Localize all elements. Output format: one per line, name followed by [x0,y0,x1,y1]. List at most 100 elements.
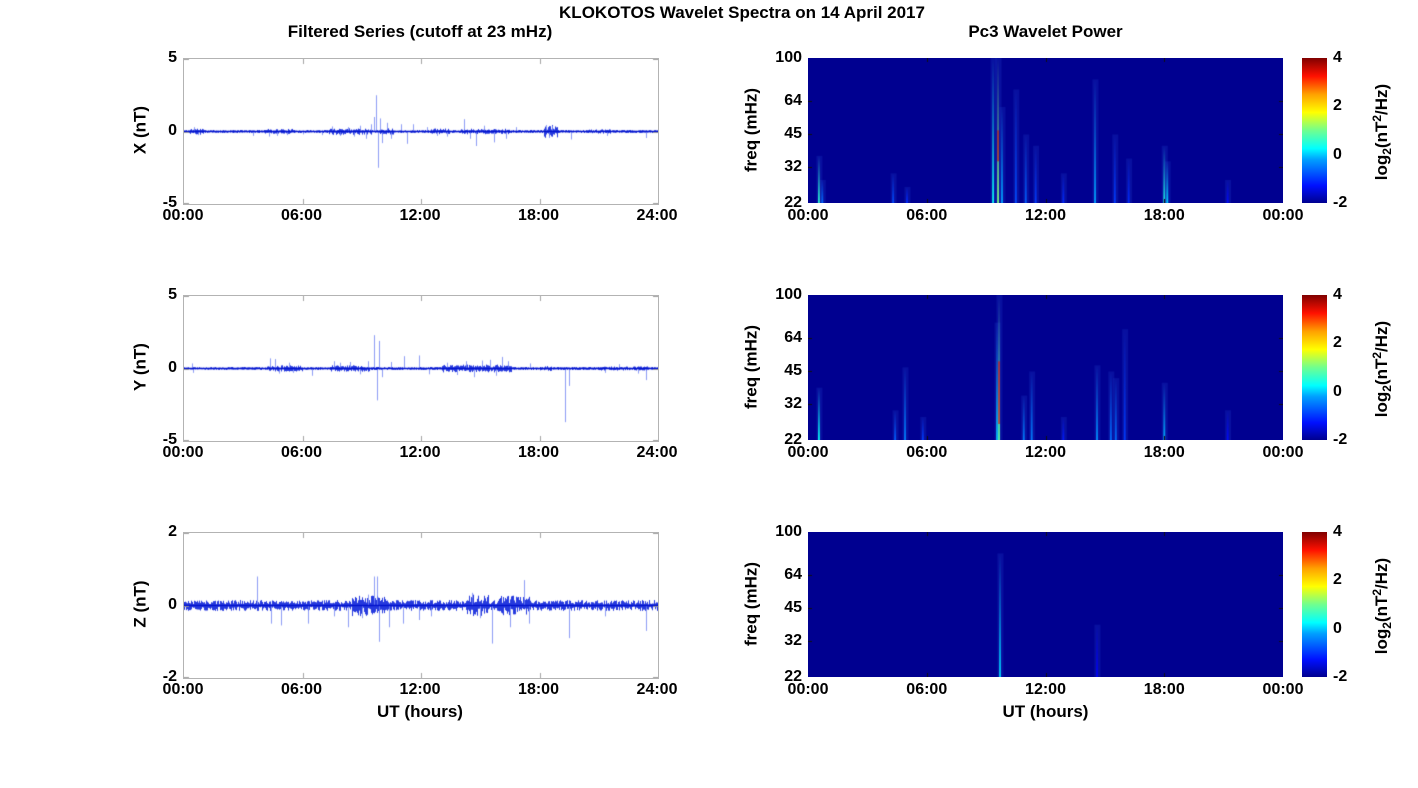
colorbar-label-text: /Hz) [1372,320,1391,352]
x-axis-ticks-y-series: 00:00 06:00 12:00 18:00 24:00 [163,444,678,464]
y-tick-label: 45 [784,362,802,380]
colorbar-tick-label: 2 [1333,334,1342,352]
x-tick-label: 06:00 [281,681,322,698]
colorbar-label-subscript: 2 [1380,385,1394,392]
colorbar-label-row2: log2(nT2/Hz) [1370,284,1394,454]
y-tick-label: -2 [162,668,177,685]
y-tick-label: 45 [784,599,802,617]
freq-axis-ticks-y-wavelet: 100 64 45 32 22 [745,286,802,448]
x-series-panel [183,58,659,205]
y-tick-label: 22 [784,431,802,448]
colorbar-ticks-row1: 4 2 0 -2 [1333,49,1363,211]
colorbar-tick-label: 4 [1333,286,1342,303]
colorbar-tick-label: -2 [1333,431,1348,448]
y-series-panel [183,295,659,442]
x-tick-label: 00:00 [787,681,829,698]
x-tick-label: 00:00 [162,207,204,224]
freq-axis-ticks-x-wavelet: 100 64 45 32 22 [745,49,802,211]
main-title: KLOKOTOS Wavelet Spectra on 14 April 201… [559,3,925,22]
colorbar-label-text: log [1372,391,1391,418]
x-tick-label: 06:00 [281,444,322,461]
colorbar-label-text: /Hz) [1372,557,1391,589]
x-axis-ticks-z-wavelet: 00:00 06:00 12:00 18:00 00:00 [788,681,1304,701]
y-tick-label: 0 [168,358,177,376]
x-tick-label: 24:00 [636,207,678,224]
y-tick-label: 0 [168,595,177,613]
x-tick-label: 24:00 [636,444,678,461]
x-tick-label: 18:00 [1143,444,1185,461]
y-tick-label: 5 [168,286,177,303]
x-tick-label: 00:00 [787,207,829,224]
y-tick-label: 64 [784,565,802,583]
colorbar-tick-label: 4 [1333,49,1342,66]
x-tick-label: 12:00 [1025,207,1066,224]
colorbar-tick-label: -2 [1333,194,1348,211]
x-tick-label: 12:00 [399,444,441,461]
colorbar-tick-label: 2 [1333,571,1342,589]
colorbar-label-superscript: 2 [1370,588,1384,596]
x-tick-label: 00:00 [162,444,204,461]
x-tick-label: 00:00 [1262,681,1304,698]
y-tick-label: 22 [784,194,802,211]
x-tick-label: 06:00 [906,207,948,224]
x-tick-label: 00:00 [1262,444,1304,461]
colorbar-tick-label: 0 [1333,382,1342,400]
x-tick-label: 24:00 [636,681,678,698]
colorbar-tick-label: 0 [1333,145,1342,163]
colorbar-tick-label: 0 [1333,619,1342,637]
x-tick-label: 00:00 [1262,207,1304,224]
colorbar-tick-label: -2 [1333,668,1348,685]
y-wavelet-panel [808,295,1283,440]
y-tick-label: 0 [168,121,177,139]
colorbar-label-superscript: 2 [1370,351,1384,359]
colorbar-row1 [1302,58,1327,203]
x-axis-label-right: UT (hours) [1002,702,1089,721]
x-axis-ticks-z-series: 00:00 06:00 12:00 18:00 24:00 [163,681,678,701]
colorbar-label-superscript: 2 [1370,114,1384,122]
x-axis-ticks-x-wavelet: 00:00 06:00 12:00 18:00 00:00 [788,207,1304,227]
y-tick-label: 2 [168,523,177,540]
x-tick-label: 00:00 [162,681,204,698]
y-wavelet-spectrogram-canvas [808,295,1283,440]
x-tick-label: 00:00 [787,444,829,461]
z-wavelet-spectrogram-canvas [808,532,1283,677]
left-column-title: Filtered Series (cutoff at 23 mHz) [287,22,553,41]
colorbar-row3 [1302,532,1327,677]
colorbar-tick-label: 4 [1333,523,1342,540]
colorbar-label-row1: log2(nT2/Hz) [1370,47,1394,217]
colorbar-label-text: (nT [1372,595,1391,623]
colorbar-label-subscript: 2 [1380,622,1394,629]
x-wavelet-spectrogram-canvas [808,58,1283,203]
y-tick-label: 100 [775,523,802,540]
y-tick-label: 32 [784,632,802,650]
z-series-plot-canvas [184,533,658,678]
right-column-title: Pc3 Wavelet Power [968,22,1123,41]
x-tick-label: 12:00 [399,207,441,224]
y-tick-label: 22 [784,668,802,685]
y-series-plot-canvas [184,296,658,441]
x-series-plot-canvas [184,59,658,204]
x-tick-label: 18:00 [518,444,559,461]
y-tick-label: 100 [775,286,802,303]
y-axis-ticks-x-series: 5 0 -5 [120,49,177,211]
colorbar-label-text: log [1372,154,1391,181]
y-tick-label: -5 [162,194,177,211]
z-wavelet-panel [808,532,1283,677]
colorbar-ticks-row2: 4 2 0 -2 [1333,286,1363,448]
x-tick-label: 12:00 [1025,681,1066,698]
freq-axis-ticks-z-wavelet: 100 64 45 32 22 [745,523,802,685]
z-series-panel [183,532,659,679]
colorbar-label-text: (nT [1372,358,1391,386]
colorbar-tick-label: 2 [1333,97,1342,115]
x-tick-label: 06:00 [906,681,948,698]
y-axis-ticks-y-series: 5 0 -5 [120,286,177,448]
x-axis-label-left: UT (hours) [377,702,463,721]
x-tick-label: 12:00 [399,681,441,698]
colorbar-label-subscript: 2 [1380,148,1394,155]
y-tick-label: 32 [784,158,802,176]
x-axis-ticks-y-wavelet: 00:00 06:00 12:00 18:00 00:00 [788,444,1304,464]
y-tick-label: 5 [168,49,177,66]
x-tick-label: 12:00 [1025,444,1066,461]
colorbar-label-text: log [1372,628,1391,655]
colorbar-ticks-row3: 4 2 0 -2 [1333,523,1363,685]
